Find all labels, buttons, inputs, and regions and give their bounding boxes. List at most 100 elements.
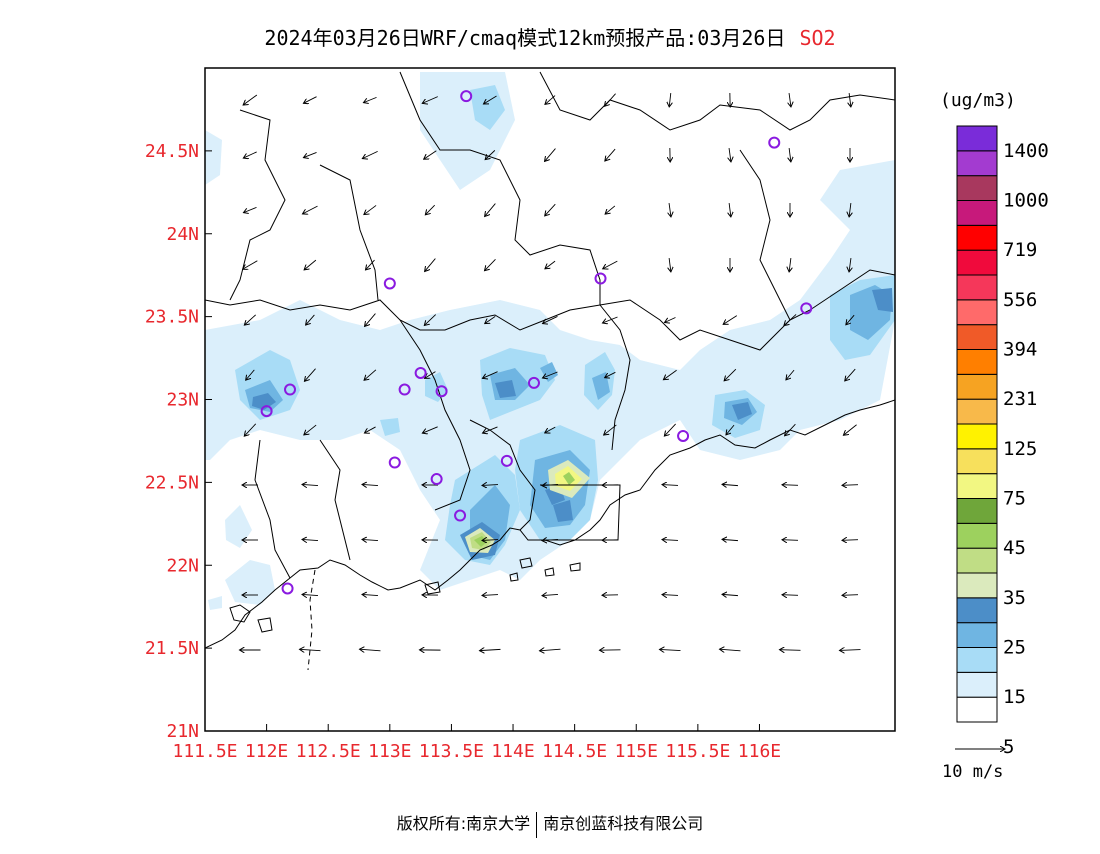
- wind-arrow: [303, 152, 316, 157]
- wind-arrow: [842, 540, 858, 541]
- wind-arrow: [485, 259, 496, 270]
- wind-arrow: [789, 148, 791, 162]
- conc-region-5: [420, 72, 515, 190]
- wind-arrow: [545, 204, 556, 216]
- color-bar-bin: [957, 648, 997, 673]
- wind-arrow: [362, 594, 378, 595]
- color-bar-bin: [957, 300, 997, 325]
- wind-arrow: [660, 649, 681, 650]
- color-bar-label: 231: [1003, 388, 1037, 410]
- conc-region-5: [225, 505, 252, 548]
- lat-tick-label: 21.5N: [145, 638, 199, 659]
- color-bar-bin: [957, 374, 997, 399]
- station-marker: [283, 583, 293, 593]
- wind-arrow: [662, 540, 678, 541]
- wind-arrow: [482, 595, 498, 596]
- color-bar-bin: [957, 672, 997, 697]
- wind-arrow: [782, 485, 798, 486]
- conc-region-5: [208, 596, 222, 610]
- color-bar-bin: [957, 697, 997, 722]
- wind-arrow: [425, 259, 436, 272]
- legend-unit: (ug/m3): [940, 90, 1016, 111]
- lon-tick-label: 112E: [245, 741, 288, 762]
- color-bar-bin: [957, 449, 997, 474]
- wind-arrow: [782, 595, 798, 596]
- wind-arrow: [842, 485, 858, 486]
- color-bar-bin: [957, 325, 997, 350]
- color-bar-bin: [957, 225, 997, 250]
- color-bar-label: 556: [1003, 289, 1037, 311]
- lat-tick-label: 23N: [166, 390, 199, 411]
- color-bar-bin: [957, 424, 997, 449]
- lon-tick-label: 113E: [368, 741, 411, 762]
- wind-arrow: [722, 484, 738, 485]
- coastline: [545, 568, 554, 576]
- color-bar-bin: [957, 176, 997, 201]
- lon-tick-label: 114E: [491, 741, 534, 762]
- color-bar-bin: [957, 399, 997, 424]
- wind-arrow: [545, 96, 555, 105]
- wind-reference-label: 10 m/s: [942, 762, 1003, 782]
- lon-tick-label: 115E: [615, 741, 658, 762]
- admin-boundary: [320, 165, 378, 300]
- wind-arrow: [789, 258, 791, 272]
- admin-boundary: [540, 72, 895, 130]
- lat-tick-label: 23.5N: [145, 307, 199, 328]
- wind-arrow: [364, 205, 376, 214]
- lon-tick-label: 115.5E: [665, 741, 730, 762]
- lat-tick-label: 24N: [166, 224, 199, 245]
- color-bar-bin: [957, 250, 997, 275]
- wind-arrow: [362, 151, 377, 158]
- station-marker: [385, 278, 395, 288]
- wind-arrow: [302, 539, 318, 540]
- conc-region-5: [225, 560, 275, 605]
- admin-boundary: [255, 440, 290, 578]
- color-bar-label: 125: [1003, 438, 1037, 460]
- color-bar-bin: [957, 623, 997, 648]
- color-bar-bin: [957, 126, 997, 151]
- wind-arrow: [243, 152, 256, 158]
- copyright-company: 南京创蓝科技有限公司: [543, 814, 703, 833]
- color-bar-bin: [957, 474, 997, 499]
- color-bar-bin: [957, 573, 997, 598]
- wind-arrow: [485, 204, 496, 217]
- wind-arrow: [662, 485, 678, 486]
- wind-arrow: [303, 97, 316, 104]
- wind-arrow: [545, 261, 555, 269]
- color-bar-bin: [957, 275, 997, 300]
- wind-arrow: [605, 149, 615, 161]
- copyright: 版权所有:南京大学南京创蓝科技有限公司: [0, 810, 1100, 838]
- wind-arrow: [843, 425, 856, 435]
- lon-tick-label: 112.5E: [296, 741, 361, 762]
- coastline: [258, 618, 272, 632]
- color-bar-bin: [957, 523, 997, 548]
- wind-arrow: [363, 97, 376, 102]
- wind-arrow: [729, 203, 731, 217]
- wind-arrow: [365, 314, 376, 327]
- wind-arrow: [360, 649, 381, 651]
- station-marker: [678, 431, 688, 441]
- wind-arrow: [542, 594, 558, 595]
- lat-tick-label: 22N: [166, 555, 199, 576]
- wind-arrow: [662, 595, 678, 596]
- wind-arrow: [722, 594, 738, 595]
- admin-boundary: [320, 440, 350, 560]
- color-bar-label: 75: [1003, 488, 1026, 510]
- lat-tick-label: 24.5N: [145, 141, 199, 162]
- wind-arrow: [780, 650, 801, 651]
- lat-tick-label: 21N: [166, 721, 199, 742]
- color-bar-label: 45: [1003, 537, 1026, 559]
- wind-arrow: [669, 93, 671, 107]
- wind-arrow: [669, 258, 671, 272]
- wind-arrow: [480, 649, 501, 650]
- wind-arrow: [362, 539, 378, 540]
- color-bar-label: 35: [1003, 587, 1026, 609]
- wind-arrow: [720, 649, 741, 651]
- copyright-owner: 版权所有:南京大学: [397, 814, 530, 833]
- station-marker: [390, 457, 400, 467]
- color-bar-bin: [957, 151, 997, 176]
- color-bar-label: 25: [1003, 637, 1026, 659]
